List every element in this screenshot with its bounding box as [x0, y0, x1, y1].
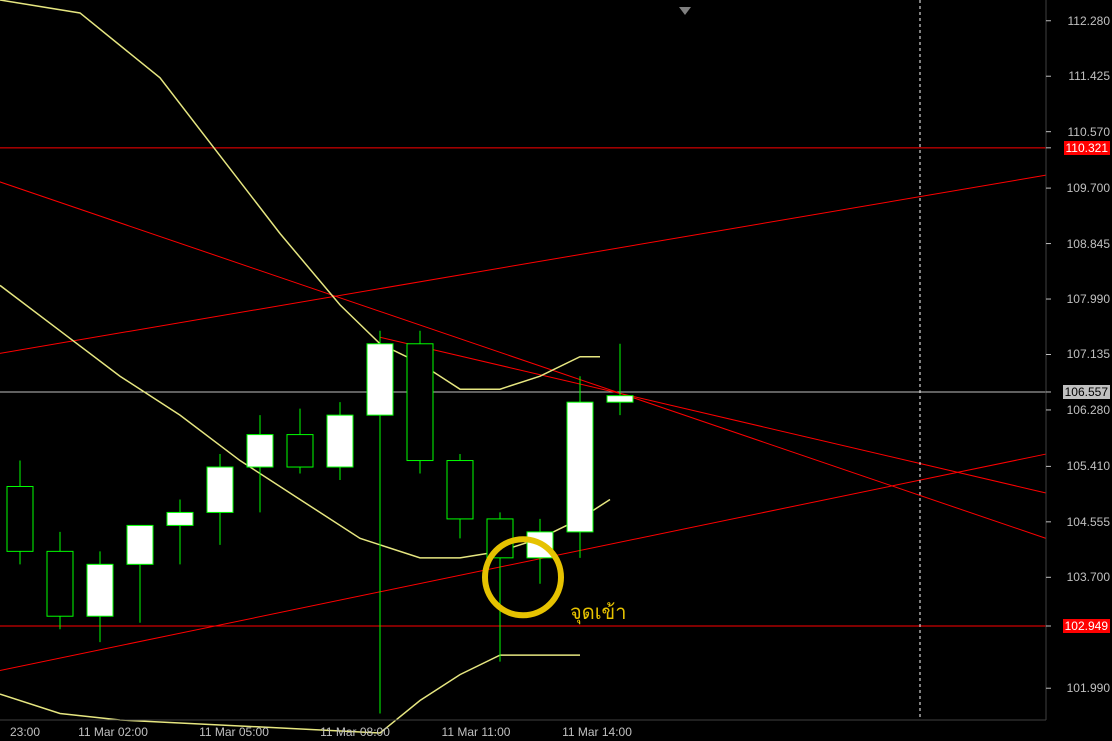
y-axis-label: 109.700 [1067, 181, 1110, 195]
x-axis-label: 11 Mar 11:00 [442, 725, 511, 739]
y-axis-label: 105.410 [1067, 459, 1110, 473]
y-axis-label: 108.845 [1067, 237, 1110, 251]
y-axis-label: 104.555 [1067, 515, 1110, 529]
trend-line[interactable] [0, 175, 1046, 538]
y-axis-label: 107.990 [1067, 292, 1110, 306]
y-axis-label: 110.570 [1068, 125, 1111, 139]
chart-container[interactable]: 112.280 111.425 110.570 109.700 108.845 107.9… [0, 0, 1112, 741]
y-axis-label: 112.280 [1068, 14, 1111, 28]
candle-body[interactable] [247, 435, 273, 467]
candle-body[interactable] [447, 461, 473, 519]
candle-body[interactable] [47, 551, 73, 616]
annotation-text: จุดเข้า [570, 596, 626, 628]
x-axis-label: 11 Mar 14:00 [562, 725, 632, 739]
candle-body[interactable] [607, 396, 633, 402]
price-marker-label: 102.949 [1063, 619, 1110, 633]
trend-line[interactable] [380, 337, 1046, 493]
y-axis-label: 106.280 [1067, 403, 1110, 417]
trend-line[interactable] [0, 454, 1046, 675]
candle-body[interactable] [207, 467, 233, 512]
candle-body[interactable] [7, 486, 33, 551]
y-axis-label: 107.135 [1067, 347, 1110, 361]
x-axis-label: 11 Mar 08:00 [320, 725, 390, 739]
candlestick-chart[interactable] [0, 0, 1112, 741]
indicator-curve-lower_band [0, 655, 580, 733]
trend-line[interactable] [0, 175, 1046, 357]
x-axis-label: 11 Mar 05:00 [199, 725, 269, 739]
x-axis-label: 23:00 [10, 725, 40, 739]
candle-body[interactable] [407, 344, 433, 461]
candle-body[interactable] [367, 344, 393, 415]
candle-body[interactable] [287, 435, 313, 467]
y-axis-label: 111.425 [1068, 69, 1110, 83]
price-marker-label: 106.557 [1063, 385, 1110, 399]
indicator-curve-upper_band [0, 0, 600, 389]
indicator-curve-middle_band [0, 285, 610, 557]
x-axis-label: 11 Mar 02:00 [78, 725, 148, 739]
candle-body[interactable] [167, 512, 193, 525]
candle-body[interactable] [87, 564, 113, 616]
price-marker-label: 110.321 [1064, 141, 1111, 155]
annotation-circle[interactable] [485, 539, 561, 615]
marker-arrow-icon [679, 7, 691, 15]
candle-body[interactable] [127, 525, 153, 564]
candle-body[interactable] [567, 402, 593, 532]
y-axis-label: 103.700 [1067, 570, 1110, 584]
candle-body[interactable] [327, 415, 353, 467]
y-axis-label: 101.990 [1067, 681, 1110, 695]
